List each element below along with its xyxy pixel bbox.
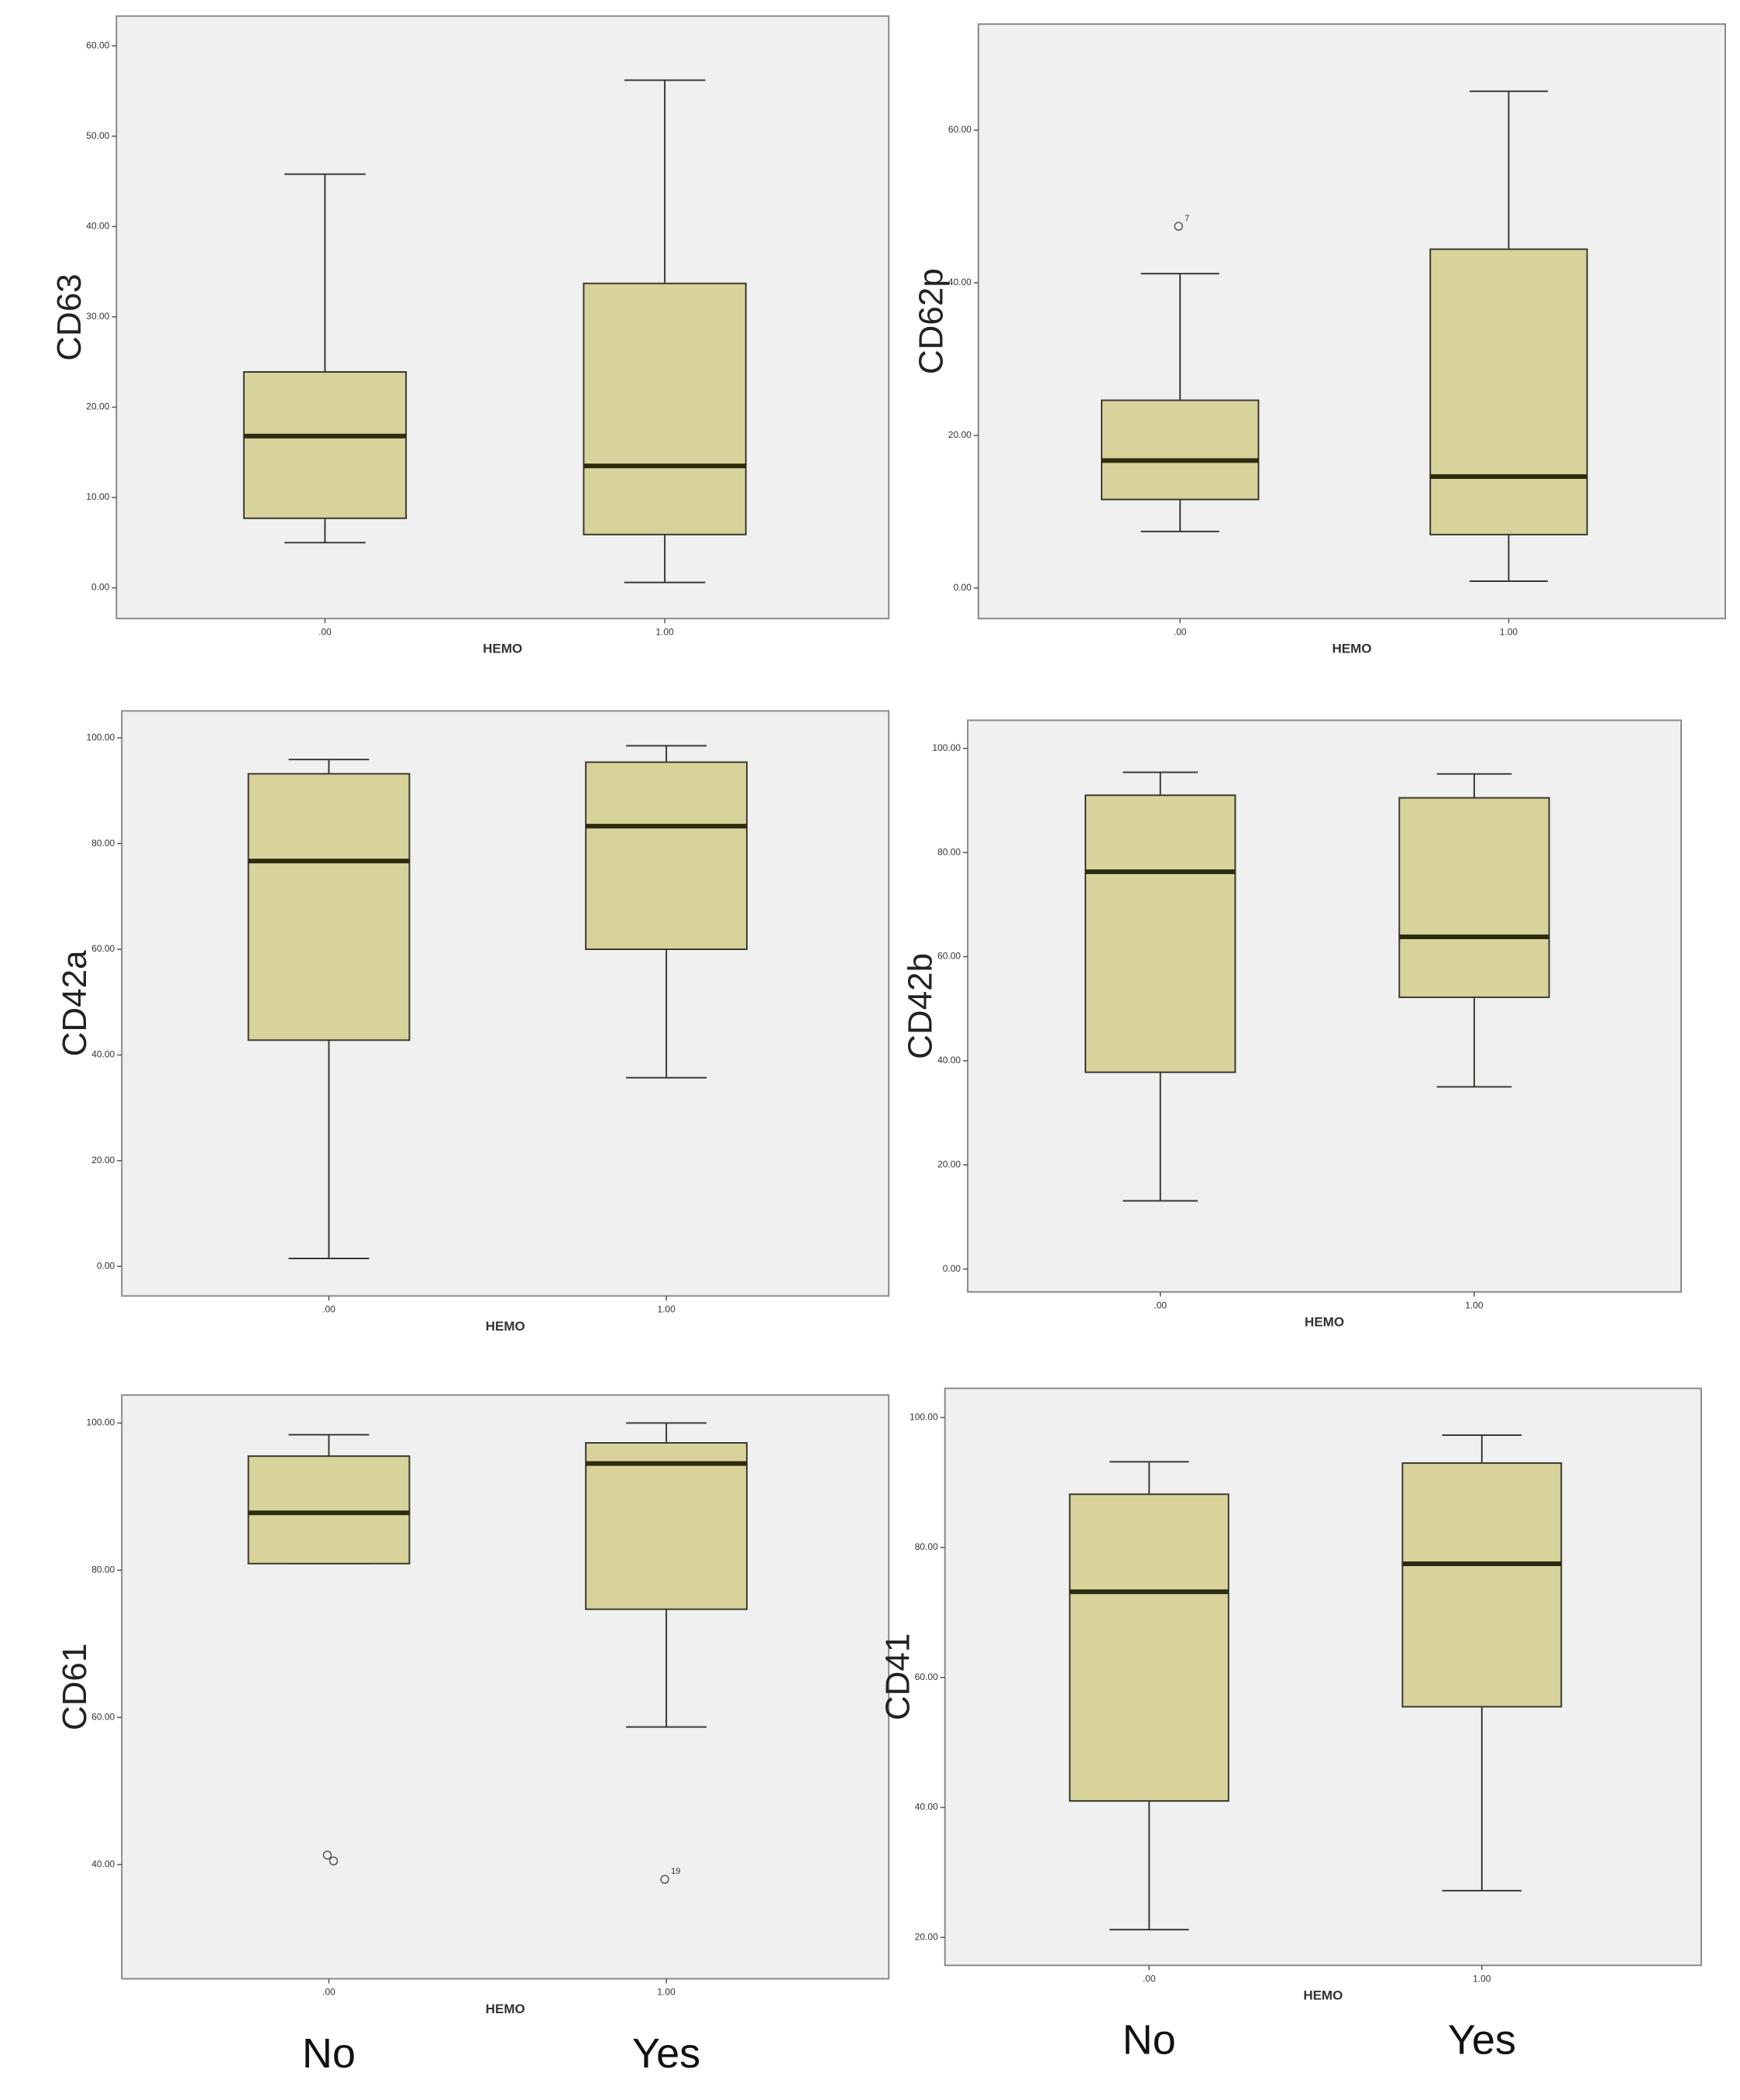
outlier (1174, 222, 1183, 231)
y-tick-label: 40.00 (948, 277, 971, 287)
box-plot: 0.00 20.00 40.00 60.00 80.00 100.00 CD42a HEMO.… (56, 710, 890, 1334)
box (585, 761, 748, 950)
x-axis-label: HEMO (1305, 1315, 1344, 1330)
y-tick-label: 60.00 (937, 951, 961, 962)
y-axis-label: CD63 (50, 274, 88, 361)
box (1429, 248, 1588, 535)
y-tick-label: 60.00 (948, 124, 971, 135)
y-tick-label: 40.00 (91, 1049, 115, 1060)
y-axis-label: CD62p (913, 268, 951, 374)
box-plot: 0.00 20.00 40.00 60.00 80.00 100.00 CD42b HEMO.… (902, 719, 1682, 1330)
y-tick-label: 40.00 (86, 220, 109, 231)
y-tick-label: 0.00 (97, 1260, 115, 1271)
y-tick-label: 100.00 (87, 732, 115, 742)
x-tick-label: 1.00 (1465, 1300, 1484, 1310)
box (1398, 797, 1550, 998)
plot-area (944, 1387, 1702, 1967)
plot-area (115, 15, 890, 620)
outlier (322, 1850, 332, 1860)
plot-area (121, 710, 890, 1297)
x-tick-label: .00 (322, 1987, 335, 1998)
box-plot: 40.00 60.00 80.00 100.00 CD61 HEMO .00 No 1.00 Ye… (56, 1394, 890, 2077)
x-axis-label: HEMO (1332, 642, 1371, 656)
y-axis-label: CD42b (902, 953, 940, 1059)
box (1401, 1462, 1563, 1708)
y-axis-label: CD41 (879, 1634, 916, 1721)
box (1085, 794, 1236, 1073)
y-tick-label: 100.00 (910, 1412, 938, 1423)
box (583, 282, 747, 535)
box (585, 1441, 748, 1610)
y-tick-label: 20.00 (948, 429, 971, 440)
y-tick-label: 0.00 (943, 1263, 961, 1274)
x-tick-label: .00 (1154, 1300, 1167, 1310)
y-axis-label: CD61 (56, 1644, 94, 1731)
y-tick-label: 100.00 (87, 1417, 115, 1428)
y-tick-label: 0.00 (954, 582, 972, 593)
y-tick-label: 50.00 (86, 130, 109, 141)
outlier (660, 1875, 669, 1885)
x-axis-label: HEMO (486, 1319, 525, 1334)
box (242, 370, 407, 519)
x-tick-label: .00 (322, 1304, 335, 1315)
y-tick-label: 20.00 (915, 1931, 938, 1942)
y-tick-label: 30.00 (86, 311, 109, 322)
group-label: Yes (1448, 2017, 1516, 2064)
x-tick-label: .00 (1174, 626, 1187, 637)
x-axis-label: HEMO (486, 2002, 525, 2016)
x-tick-label: 1.00 (1473, 1973, 1491, 1984)
box (1101, 399, 1260, 501)
y-tick-label: 80.00 (91, 838, 115, 849)
y-tick-label: 60.00 (86, 40, 109, 50)
y-tick-label: 0.00 (91, 582, 110, 593)
y-tick-label: 80.00 (937, 846, 961, 857)
y-tick-label: 20.00 (91, 1155, 115, 1165)
box (247, 773, 411, 1041)
outlier (328, 1856, 339, 1866)
group-label: Yes (632, 2030, 700, 2077)
group-label: No (302, 2030, 356, 2077)
outlier-label: 19 (671, 1867, 680, 1876)
plot-area (121, 1394, 890, 1980)
box-plot: 0.00 20.00 40.00 60.00 CD62p HEMO .00 7 1.00 (913, 23, 1726, 656)
x-tick-label: 1.00 (1500, 626, 1518, 637)
plot-area (977, 23, 1726, 620)
x-tick-label: .00 (1143, 1973, 1156, 1984)
x-tick-label: 1.00 (655, 626, 674, 637)
y-tick-label: 100.00 (932, 742, 961, 753)
outlier-label: 7 (1185, 214, 1189, 223)
y-tick-label: 40.00 (91, 1858, 115, 1869)
y-tick-label: 40.00 (937, 1055, 961, 1065)
x-axis-label: HEMO (1303, 1988, 1343, 2003)
y-tick-label: 60.00 (91, 943, 115, 954)
x-tick-label: 1.00 (657, 1304, 676, 1315)
y-tick-label: 60.00 (915, 1671, 938, 1682)
box-plot: 0.00 10.00 20.00 30.00 40.00 50.00 60.00 CD63 HE… (50, 15, 890, 656)
x-tick-label: .00 (318, 626, 332, 637)
x-axis-label: HEMO (483, 642, 522, 656)
y-tick-label: 80.00 (91, 1565, 115, 1575)
y-tick-label: 20.00 (937, 1158, 961, 1169)
y-tick-label: 80.00 (915, 1541, 938, 1552)
y-tick-label: 40.00 (915, 1802, 938, 1813)
y-tick-label: 10.00 (86, 491, 109, 502)
y-tick-label: 60.00 (91, 1711, 115, 1722)
y-axis-label: CD42a (56, 950, 94, 1056)
box (1068, 1493, 1229, 1802)
y-tick-label: 20.00 (86, 401, 109, 412)
box (247, 1455, 411, 1565)
x-tick-label: 1.00 (657, 1987, 676, 1998)
box-plot: 20.00 40.00 60.00 80.00 100.00 CD41 HEMO .00 No 1… (879, 1387, 1702, 2064)
plot-area (967, 719, 1682, 1293)
group-label: No (1123, 2017, 1176, 2064)
